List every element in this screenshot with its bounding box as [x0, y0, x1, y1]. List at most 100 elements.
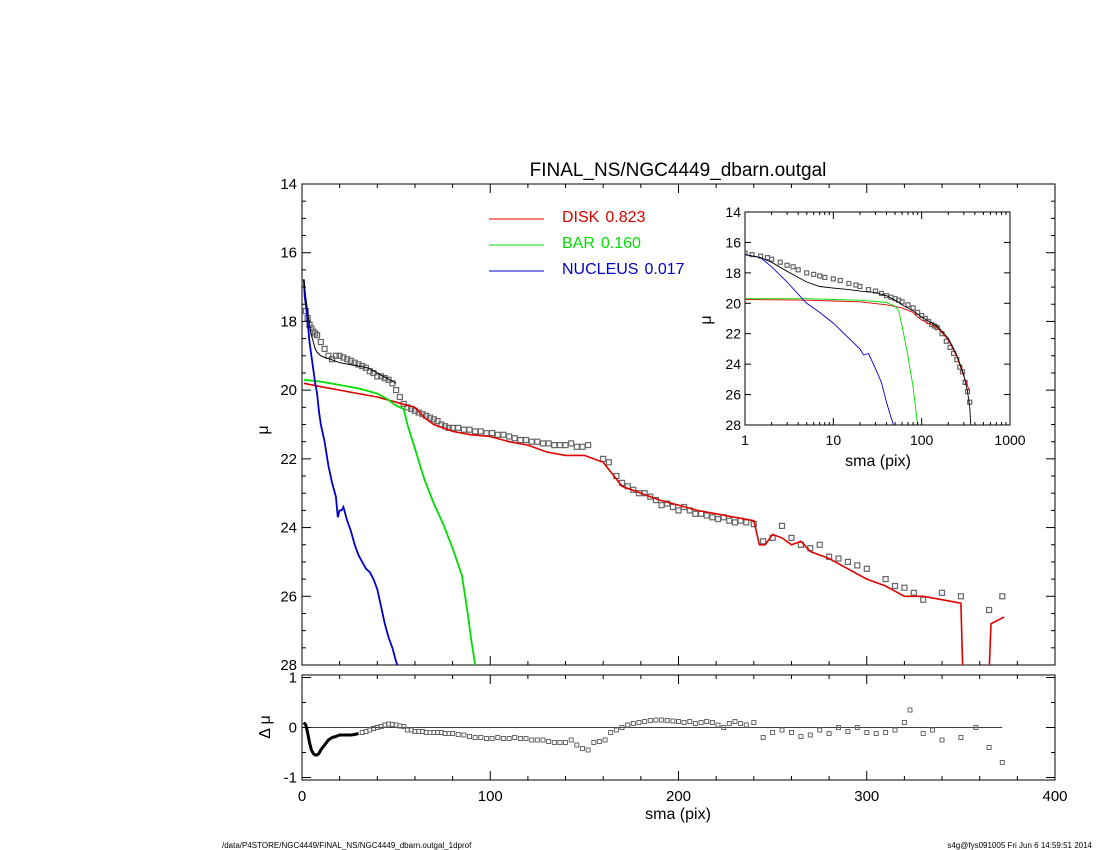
- data-point: [882, 575, 889, 583]
- data-point: [332, 352, 339, 359]
- residual-point: [973, 725, 979, 730]
- data-point: [985, 606, 993, 614]
- residual-y-axis-label: Δ μ: [257, 715, 274, 738]
- main-y-tick-label: 16: [280, 245, 297, 262]
- data-point: [500, 431, 507, 438]
- data-point: [466, 426, 473, 433]
- residual-point: [585, 747, 591, 753]
- residual-point: [760, 735, 766, 740]
- data-point: [938, 589, 946, 596]
- inset-data-point: [749, 252, 755, 258]
- main-y-tick-label: 20: [280, 382, 297, 399]
- data-point: [522, 436, 530, 444]
- data-point: [321, 345, 328, 352]
- residual-point: [681, 720, 687, 725]
- inset-data-point: [905, 302, 911, 308]
- residual-point: [854, 725, 860, 730]
- data-point: [999, 593, 1006, 600]
- residual-point: [930, 727, 936, 733]
- inset-plot-frame: [744, 211, 1011, 426]
- residual-y-tick-label: 0: [289, 720, 297, 737]
- inset-x-tick-label: 1: [741, 432, 749, 448]
- inset-series-line-disk: [745, 299, 971, 392]
- residual-point: [779, 727, 785, 733]
- main-y-tick-label: 22: [280, 451, 297, 468]
- data-point: [714, 515, 722, 523]
- residual-point: [506, 736, 512, 741]
- data-point: [483, 430, 490, 437]
- data-point: [528, 438, 535, 445]
- inset-plot-area: [745, 250, 973, 425]
- inset-data-point: [846, 280, 852, 287]
- inset-y-tick-label: 26: [725, 387, 741, 403]
- inset-data-point: [872, 288, 879, 294]
- data-point: [455, 424, 462, 431]
- data-point: [340, 354, 347, 361]
- residual-point: [602, 737, 608, 743]
- residual-plot-area: [302, 707, 1005, 765]
- residual-point: [836, 725, 841, 730]
- residual-y-tick-label: 1: [289, 670, 297, 687]
- data-point: [312, 330, 319, 337]
- data-point: [426, 414, 434, 421]
- data-point: [709, 514, 716, 521]
- data-point: [743, 519, 750, 526]
- residual-point: [574, 742, 580, 748]
- series-line-total-model: [303, 280, 397, 384]
- data-point: [344, 356, 351, 363]
- residual-point: [873, 731, 879, 736]
- residual-point: [892, 727, 898, 733]
- x-tick-label: 400: [1042, 788, 1067, 805]
- data-point: [355, 361, 362, 368]
- data-point: [692, 510, 699, 517]
- main-y-tick-label: 24: [280, 520, 297, 537]
- residual-point: [726, 721, 732, 726]
- x-tick-label: 100: [478, 788, 503, 805]
- series-line-disk: [303, 382, 1005, 665]
- main-y-tick-labels: 14 16 18 20 22 24 26 28: [280, 176, 297, 674]
- inset-data-point: [804, 270, 810, 276]
- inset-data-point: [910, 305, 916, 311]
- x-tick-label: 200: [666, 788, 691, 805]
- residual-y-tick-label: -1: [284, 770, 297, 787]
- residual-point: [619, 725, 625, 730]
- residual-point: [495, 735, 501, 740]
- inset-data-point: [777, 259, 783, 265]
- data-point: [901, 584, 908, 591]
- residual-point: [738, 721, 744, 726]
- main-axis-ticks: [301, 183, 1056, 666]
- residual-point: [534, 737, 540, 743]
- data-point: [835, 555, 842, 562]
- data-point: [517, 436, 524, 444]
- residual-point: [591, 740, 597, 745]
- data-point: [703, 512, 710, 519]
- residual-point: [659, 717, 665, 723]
- data-point: [726, 517, 733, 524]
- x-tick-label: 0: [298, 788, 306, 805]
- data-point: [551, 442, 558, 449]
- legend: DISK 0.823 BAR 0.160 NUCLEUS 0.017: [489, 209, 685, 278]
- inset-data-point: [784, 262, 790, 268]
- inset-x-axis-label: sma (pix): [845, 453, 911, 470]
- residual-point: [907, 707, 913, 713]
- footer-file-path: /data/P4STORE/NGC4449/FINAL_NS/NGC4449_d…: [222, 841, 472, 850]
- inset-series-line-nucleus: [745, 254, 894, 425]
- x-tick-label: 300: [854, 788, 879, 805]
- inset-y-tick-label: 28: [725, 417, 741, 433]
- data-point: [605, 459, 612, 466]
- data-point: [385, 376, 392, 383]
- inset-y-tick-label: 18: [725, 265, 741, 281]
- series-line-bar: [303, 378, 477, 665]
- data-point: [317, 338, 324, 346]
- data-point: [816, 541, 823, 548]
- residual-point: [489, 736, 495, 741]
- residual-inner-curve: [302, 721, 359, 757]
- main-y-tick-label: 28: [280, 657, 297, 674]
- data-point: [731, 519, 739, 526]
- inset-x-tick-label: 10: [826, 432, 842, 448]
- legend-label-nucleus: NUCLEUS 0.017: [562, 261, 685, 278]
- residual-point: [461, 732, 467, 738]
- data-point: [556, 442, 564, 449]
- residual-point: [715, 722, 721, 728]
- residual-point: [920, 731, 926, 736]
